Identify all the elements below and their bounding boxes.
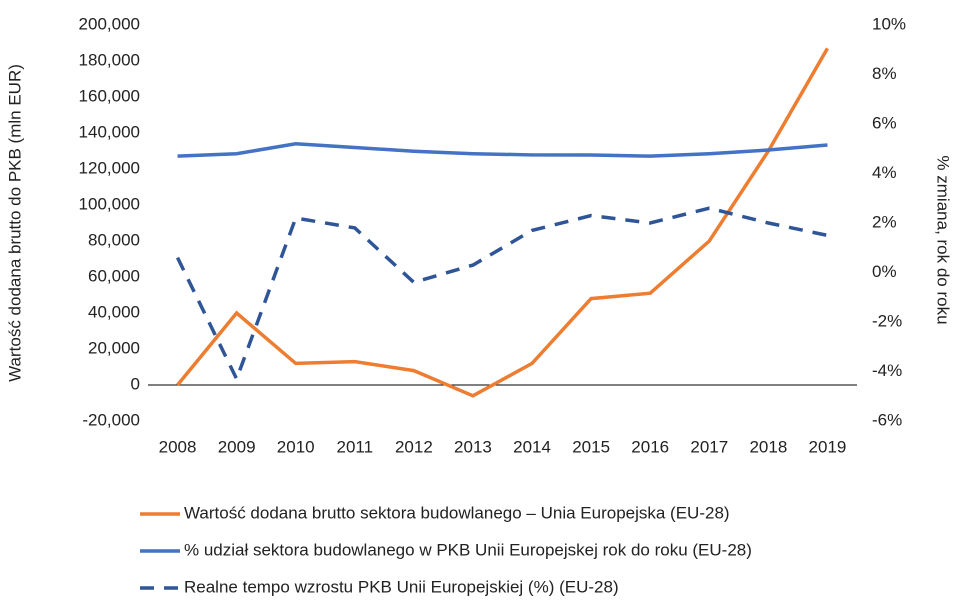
legend-label: Realne tempo wzrostu PKB Unii Europejski… [184, 577, 619, 596]
y-tick-label: 60,000 [88, 266, 140, 285]
y2-tick-label: 2% [872, 212, 897, 231]
y-tick-label: 160,000 [79, 86, 140, 105]
y2-tick-label: -4% [872, 361, 902, 380]
x-tick-label: 2008 [159, 437, 197, 456]
y-tick-label: 100,000 [79, 194, 140, 213]
x-tick-label: 2014 [513, 437, 551, 456]
legend-label: % udział sektora budowlanego w PKB Unii … [184, 540, 752, 559]
y-tick-label: 40,000 [88, 302, 140, 321]
x-tick-label: 2016 [631, 437, 669, 456]
y2-tick-label: 0% [872, 262, 897, 281]
y-tick-label: 200,000 [79, 14, 140, 33]
legend-label: Wartość dodana brutto sektora budowlaneg… [184, 503, 730, 522]
series-line [177, 142, 828, 158]
x-tick-label: 2019 [809, 437, 847, 456]
y-tick-label: 20,000 [88, 338, 140, 357]
y-axis-label: Wartość dodana brutto do PKB (mln EUR) [5, 64, 24, 382]
y2-tick-label: 10% [872, 14, 906, 33]
y2-tick-label: 4% [872, 163, 897, 182]
y-tick-label: 120,000 [79, 158, 140, 177]
x-tick-label: 2018 [749, 437, 787, 456]
y-tick-label: 180,000 [79, 50, 140, 69]
x-tick-label: 2012 [395, 437, 433, 456]
y2-tick-label: -2% [872, 311, 902, 330]
x-tick-label: 2009 [218, 437, 256, 456]
y2-axis-label: % zmiana, rok do roku [934, 155, 953, 324]
x-tick-label: 2017 [690, 437, 728, 456]
y-tick-label: 0 [131, 374, 140, 393]
y2-tick-label: 8% [872, 64, 897, 83]
x-tick-label: 2010 [277, 437, 315, 456]
y2-tick-label: 6% [872, 113, 897, 132]
x-tick-label: 2011 [337, 437, 374, 456]
x-tick-label: 2013 [454, 437, 492, 456]
x-tick-label: 2015 [572, 437, 610, 456]
y-tick-label: 80,000 [88, 230, 140, 249]
y2-tick-label: -6% [872, 410, 902, 429]
series-line [175, 206, 828, 384]
y-tick-label: 140,000 [79, 122, 140, 141]
y-tick-label: -20,000 [82, 410, 140, 429]
series-line [176, 47, 829, 398]
